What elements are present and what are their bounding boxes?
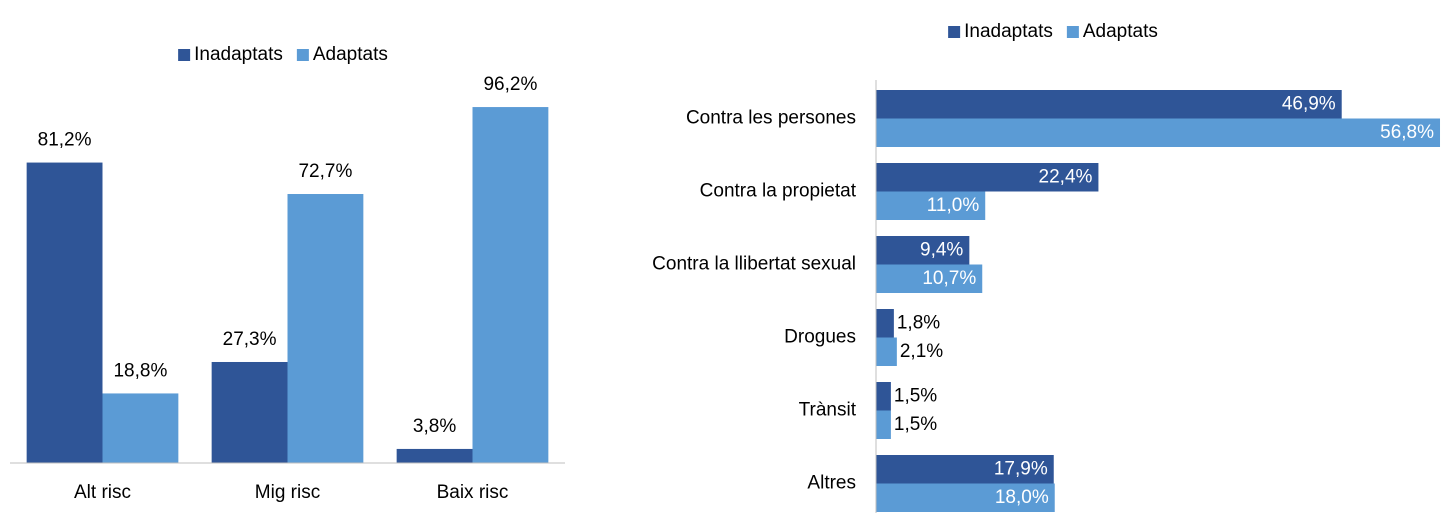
legend-swatch <box>948 26 961 38</box>
bar <box>876 382 891 411</box>
x-tick-label: Baix risc <box>437 482 509 503</box>
data-label: 96,2% <box>483 74 537 95</box>
bar <box>876 337 897 366</box>
data-label: 1,5% <box>894 414 937 435</box>
data-label: 10,7% <box>922 268 976 289</box>
bar <box>26 162 103 463</box>
data-label: 1,5% <box>894 385 937 406</box>
bar <box>396 448 473 463</box>
data-label: 3,8% <box>413 416 456 437</box>
bar <box>876 410 891 439</box>
y-tick-label: Trànsit <box>799 400 857 421</box>
bar <box>472 107 549 463</box>
y-tick-label: Contra les persones <box>686 108 856 129</box>
y-tick-label: Altres <box>807 473 856 494</box>
bar <box>876 191 986 220</box>
bar <box>876 483 1055 512</box>
bar <box>876 455 1054 484</box>
data-label: 22,4% <box>1039 166 1093 187</box>
legend-swatch <box>296 49 309 61</box>
data-label: 1,8% <box>897 312 940 333</box>
data-label: 2,1% <box>900 341 943 362</box>
bar <box>876 118 1441 147</box>
y-tick-label: Drogues <box>784 327 856 348</box>
data-label: 46,9% <box>1282 93 1336 114</box>
x-tick-label: Alt risc <box>74 482 131 503</box>
data-label: 11,0% <box>927 195 980 216</box>
data-label: 17,9% <box>994 458 1048 479</box>
bar <box>102 393 179 463</box>
y-tick-label: Contra la llibertat sexual <box>652 254 856 275</box>
bar <box>876 264 983 293</box>
legend-label: Inadaptats <box>194 44 283 65</box>
y-tick-label: Contra la propietat <box>700 181 857 202</box>
legend-label: Inadaptats <box>964 21 1053 42</box>
x-tick-label: Mig risc <box>255 482 320 503</box>
legend-label: Adaptats <box>1083 21 1158 42</box>
data-label: 81,2% <box>38 130 92 151</box>
bar <box>876 309 894 338</box>
data-label: 18,0% <box>995 487 1049 508</box>
data-label: 56,8% <box>1380 122 1434 143</box>
data-label: 27,3% <box>223 329 277 350</box>
bar <box>287 194 364 463</box>
legend-swatch <box>1066 26 1079 38</box>
bar <box>876 236 970 265</box>
data-label: 9,4% <box>920 239 963 260</box>
bar <box>211 361 288 463</box>
legend-swatch <box>178 49 191 61</box>
data-label: 72,7% <box>298 161 352 182</box>
data-label: 18,8% <box>113 360 167 381</box>
legend-label: Adaptats <box>313 44 388 65</box>
bar <box>876 163 1099 192</box>
bar <box>876 90 1342 119</box>
